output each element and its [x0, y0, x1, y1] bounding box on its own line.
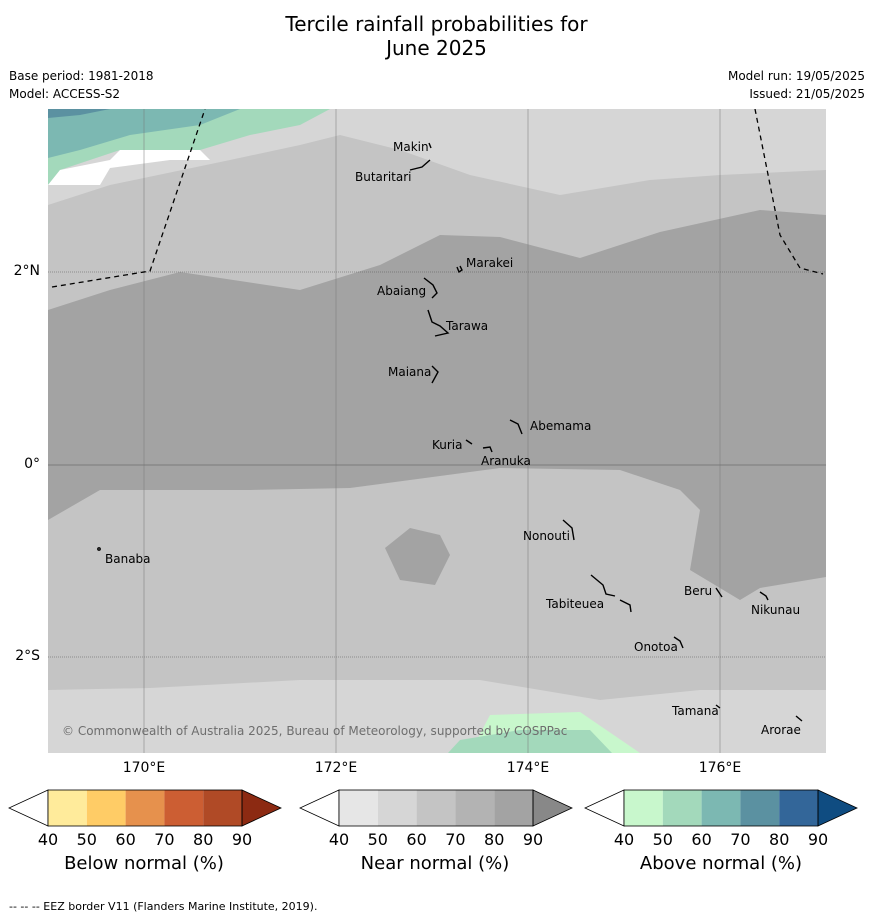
colorbar-below-swatch [48, 790, 87, 826]
colorbar-above-tick-label: 60 [691, 830, 711, 849]
colorbar-below-tick-label: 90 [232, 830, 252, 849]
colorbar-above-swatch [662, 790, 702, 826]
label-nikunau: Nikunau [751, 603, 800, 617]
colorbar-title-below: Below normal (%) [64, 853, 224, 874]
colorbar-near-tick-label: 90 [523, 830, 543, 849]
label-marakei: Marakei [466, 256, 513, 270]
colorbar-above-swatch [624, 790, 663, 826]
colorbar-below-tick-label: 40 [38, 830, 58, 849]
colorbar-above-tick-label: 90 [808, 830, 828, 849]
colorbar-below-outline [47, 789, 243, 827]
white-gap-top [48, 150, 210, 185]
lat-label-2n: 2°N [13, 263, 40, 279]
near-normal-70-region [48, 210, 826, 600]
colorbar-near-tick-label: 50 [368, 830, 388, 849]
model-name: Model: ACCESS-S2 [9, 87, 121, 101]
meta-right: Model run: 19/05/2025 Issued: 21/05/2025 [728, 67, 865, 103]
lon-label-176e: 176°E [698, 760, 742, 776]
label-tarawa: Tarawa [445, 319, 488, 333]
above-normal-60-bottom [448, 730, 612, 753]
colorbar-near-swatch [377, 790, 417, 826]
colorbar-title-above: Above normal (%) [639, 853, 803, 874]
near-normal-70-patch [385, 528, 450, 585]
label-beru: Beru [684, 584, 712, 598]
eez-footnote: -- -- -- EEZ border V11 (Flanders Marine… [9, 900, 318, 913]
colorbar-above-outline [623, 789, 819, 827]
lat-label-2s: 2°S [15, 648, 40, 664]
colorbar-near-swatch [455, 790, 495, 826]
colorbar-near-outline [338, 789, 534, 827]
eez-border-west [51, 109, 206, 288]
map-title: Tercile rainfall probabilities for June … [0, 12, 873, 60]
eez-border-east [754, 109, 824, 275]
label-arorae: Arorae [761, 723, 801, 737]
colorbar-below-tick-label: 50 [77, 830, 97, 849]
lon-label-170e: 170°E [122, 760, 166, 776]
lat-label-0: 0° [24, 456, 40, 472]
colorbar-above-high-extend [817, 789, 858, 827]
label-butaritari: Butaritari [355, 170, 412, 184]
colorbar-above-low-extend [584, 789, 625, 827]
colorbar-above-swatch [779, 790, 818, 826]
lon-label-174e: 174°E [506, 760, 550, 776]
label-maiana: Maiana [388, 365, 431, 379]
colorbar-title-near: Near normal (%) [360, 853, 510, 874]
colorbar-below-high-extend [241, 789, 282, 827]
colorbar-near-low-extend [299, 789, 340, 827]
colorbar-near-tick-label: 70 [445, 830, 465, 849]
copyright-notice: © Commonwealth of Australia 2025, Bureau… [62, 724, 568, 738]
colorbar-below-tick-label: 80 [193, 830, 213, 849]
label-kuria: Kuria [432, 438, 463, 452]
colorbar-below-swatch [86, 790, 126, 826]
colorbar-near-swatch [494, 790, 533, 826]
lon-label-172e: 172°E [314, 760, 358, 776]
colorbar-above-tick-label: 80 [769, 830, 789, 849]
colorbar-near-high-extend [532, 789, 573, 827]
label-tamana: Tamana [671, 704, 719, 718]
colorbar-above-tick-label: 40 [614, 830, 634, 849]
model-run: Model run: 19/05/2025 [727, 69, 865, 83]
above-normal-80-region [48, 109, 110, 118]
meta-left: Base period: 1981-2018 Model: ACCESS-S2 [9, 67, 154, 103]
label-tabiteuea: Tabiteuea [545, 597, 604, 611]
colorbar-above-swatch [701, 790, 741, 826]
colorbar-near-swatch [339, 790, 378, 826]
colorbar-below-low-extend [8, 789, 49, 827]
colorbar-below-tick-label: 60 [115, 830, 135, 849]
label-aranuka: Aranuka [481, 454, 531, 468]
island-outlines [97, 142, 803, 722]
issued-date: Issued: 21/05/2025 [749, 87, 865, 101]
title-line-1: Tercile rainfall probabilities for [285, 12, 588, 36]
colorbar-above-swatch [740, 790, 780, 826]
label-abemama: Abemama [530, 419, 591, 433]
label-banaba: Banaba [105, 552, 151, 566]
colorbar-below-tick-label: 70 [154, 830, 174, 849]
probability-field [48, 109, 826, 753]
label-nonouti: Nonouti [523, 529, 570, 543]
colorbar-below-swatch [164, 790, 204, 826]
colorbar-near-tick-label: 80 [484, 830, 504, 849]
colorbar-above-tick-label: 70 [730, 830, 750, 849]
above-normal-70-region [48, 109, 240, 158]
colorbar-near-swatch [416, 790, 456, 826]
label-abaiang: Abaiang [377, 284, 426, 298]
colorbar-below-swatch [125, 790, 165, 826]
title-line-2: June 2025 [386, 36, 487, 60]
label-onotoa: Onotoa [634, 640, 678, 654]
base-period: Base period: 1981-2018 [9, 69, 154, 83]
colorbar-near-tick-label: 40 [329, 830, 349, 849]
colorbar-near-tick-label: 60 [406, 830, 426, 849]
label-makin: Makin [393, 140, 429, 154]
colorbars: 40 50 60 70 80 90 40 50 60 70 80 90 40 50 60 70 80 90 [8, 789, 858, 849]
colorbar-below-swatch [203, 790, 242, 826]
island-labels: Makin Butaritari Marakei Abaiang Tarawa … [105, 140, 801, 737]
colorbar-above-tick-label: 50 [653, 830, 673, 849]
